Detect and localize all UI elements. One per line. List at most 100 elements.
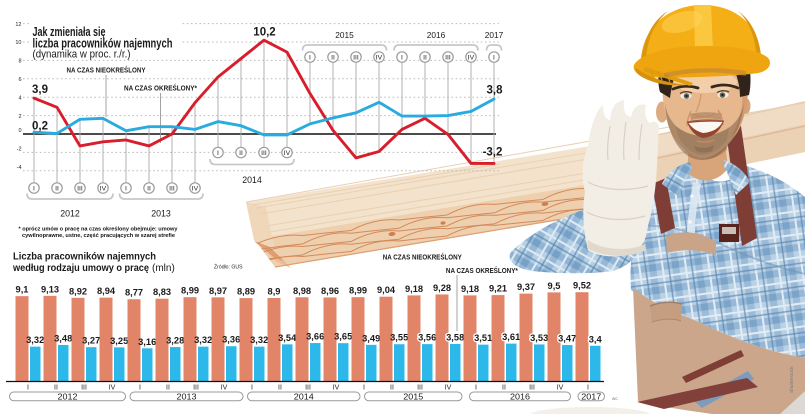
svg-text:3,61: 3,61 — [502, 332, 520, 342]
svg-text:Jak zmieniała się: Jak zmieniała się — [33, 25, 106, 39]
svg-text:II: II — [278, 385, 282, 392]
svg-text:3,56: 3,56 — [418, 333, 436, 343]
svg-text:-3,2: -3,2 — [483, 147, 503, 159]
svg-text:IV: IV — [192, 185, 199, 192]
svg-text:3,47: 3,47 — [558, 334, 576, 344]
svg-text:9,21: 9,21 — [489, 284, 507, 294]
svg-text:12: 12 — [15, 22, 21, 28]
svg-text:II: II — [423, 54, 427, 61]
svg-text:NA CZAS OKREŚLONY*: NA CZAS OKREŚLONY* — [446, 266, 518, 275]
svg-text:3,25: 3,25 — [110, 336, 128, 346]
svg-text:8,99: 8,99 — [349, 286, 367, 296]
svg-text:8,92: 8,92 — [69, 286, 87, 296]
svg-text:0: 0 — [18, 128, 21, 134]
svg-text:NA CZAS NIEOKREŚLONY: NA CZAS NIEOKREŚLONY — [67, 66, 146, 75]
svg-text:8,89: 8,89 — [237, 287, 255, 297]
svg-text:IV: IV — [557, 385, 564, 392]
svg-text:3,9: 3,9 — [32, 84, 48, 96]
svg-text:2013: 2013 — [151, 209, 171, 219]
svg-text:II: II — [54, 385, 58, 392]
svg-text:3,51: 3,51 — [474, 333, 492, 343]
svg-text:I: I — [139, 385, 141, 392]
svg-text:II: II — [166, 385, 170, 392]
svg-text:2017: 2017 — [485, 30, 504, 40]
svg-text:8,77: 8,77 — [125, 288, 143, 298]
svg-text:9,18: 9,18 — [405, 284, 423, 294]
svg-text:2016: 2016 — [427, 30, 446, 40]
svg-text:Shutterstock: Shutterstock — [789, 366, 795, 393]
svg-text:IV: IV — [100, 185, 107, 192]
svg-text:3,32: 3,32 — [250, 335, 268, 345]
svg-text:2012: 2012 — [58, 392, 79, 401]
svg-text:II: II — [331, 54, 335, 61]
svg-text:III: III — [169, 185, 175, 192]
svg-text:II: II — [55, 185, 59, 192]
svg-text:III: III — [81, 385, 87, 392]
svg-text:I: I — [475, 385, 477, 392]
svg-text:9,37: 9,37 — [517, 282, 535, 292]
svg-text:3,65: 3,65 — [334, 332, 352, 342]
svg-text:według rodzaju umowy o pracę: według rodzaju umowy o pracę — [12, 262, 149, 274]
svg-text:10,2: 10,2 — [253, 27, 275, 39]
svg-text:8,96: 8,96 — [321, 286, 339, 296]
svg-text:3,58: 3,58 — [446, 332, 464, 342]
svg-text:I: I — [217, 150, 219, 157]
svg-text:3,53: 3,53 — [530, 333, 548, 343]
svg-text:IV: IV — [109, 385, 116, 392]
svg-text:I: I — [587, 385, 589, 392]
svg-text:8,83: 8,83 — [153, 287, 171, 297]
svg-text:2014: 2014 — [294, 392, 315, 401]
svg-text:3,49: 3,49 — [362, 333, 380, 343]
svg-text:2014: 2014 — [242, 175, 262, 185]
svg-text:4: 4 — [18, 95, 21, 101]
svg-text:3,28: 3,28 — [166, 336, 184, 346]
svg-text:IV: IV — [284, 150, 291, 157]
svg-text:2015: 2015 — [403, 392, 424, 401]
svg-text:-4: -4 — [17, 165, 22, 171]
svg-text:3,55: 3,55 — [390, 333, 408, 343]
svg-text:2: 2 — [18, 114, 21, 120]
svg-text:I: I — [401, 54, 403, 61]
svg-text:3,16: 3,16 — [138, 337, 156, 347]
svg-text:liczba pracowników najemnych: liczba pracowników najemnych — [33, 37, 173, 51]
svg-text:NA CZAS NIEOKREŚLONY: NA CZAS NIEOKREŚLONY — [383, 253, 462, 262]
svg-text:IV: IV — [445, 385, 452, 392]
svg-text:III: III — [305, 385, 311, 392]
svg-text:(mln): (mln) — [152, 263, 175, 274]
svg-text:(dynamika w proc. r./r.): (dynamika w proc. r./r.) — [33, 49, 131, 61]
svg-text:2016: 2016 — [510, 392, 531, 401]
svg-text:3,4: 3,4 — [589, 334, 603, 344]
svg-text:Źródło: GUS: Źródło: GUS — [214, 264, 243, 271]
svg-text:3,32: 3,32 — [194, 335, 212, 345]
svg-text:* oprócz umów o pracę na czas: * oprócz umów o pracę na czas określony … — [19, 227, 179, 233]
svg-text:I: I — [33, 185, 35, 192]
svg-text:3,36: 3,36 — [222, 335, 240, 345]
svg-text:III: III — [193, 385, 199, 392]
svg-text:8: 8 — [18, 59, 21, 65]
svg-text:2017: 2017 — [581, 392, 602, 401]
svg-text:Liczba pracowników najemnych: Liczba pracowników najemnych — [13, 251, 156, 263]
svg-text:NA CZAS OKREŚLONY*: NA CZAS OKREŚLONY* — [124, 84, 197, 93]
svg-text:3,27: 3,27 — [82, 336, 100, 346]
svg-text:3,8: 3,8 — [487, 85, 504, 97]
svg-text:3,48: 3,48 — [54, 333, 72, 343]
svg-text:II: II — [502, 385, 506, 392]
svg-text:II: II — [390, 385, 394, 392]
svg-text:-2: -2 — [17, 146, 22, 152]
svg-text:I: I — [27, 385, 29, 392]
svg-text:IV: IV — [333, 385, 340, 392]
svg-text:wc: wc — [612, 396, 618, 401]
svg-text:8,9: 8,9 — [268, 287, 281, 297]
svg-text:2013: 2013 — [177, 392, 198, 401]
svg-text:III: III — [353, 54, 359, 61]
svg-text:I: I — [251, 385, 253, 392]
svg-text:III: III — [261, 150, 267, 157]
svg-text:9,5: 9,5 — [548, 281, 561, 291]
svg-text:IV: IV — [376, 54, 383, 61]
svg-text:I: I — [363, 385, 365, 392]
svg-text:10: 10 — [15, 40, 21, 46]
svg-text:IV: IV — [221, 385, 228, 392]
svg-text:8,94: 8,94 — [97, 286, 116, 296]
svg-text:0,2: 0,2 — [32, 121, 48, 133]
svg-text:I: I — [309, 54, 311, 61]
